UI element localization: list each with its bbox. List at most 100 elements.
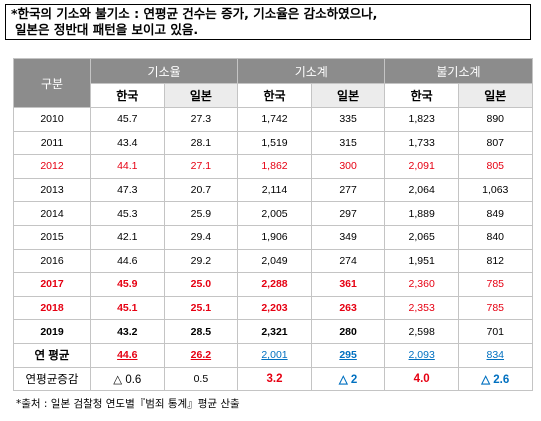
headline-line-1: *한국의 기소와 불기소 : 연평균 건수는 증가, 기소율은 감소하였으나, bbox=[11, 6, 378, 21]
data-cell: 0.5 bbox=[163, 366, 239, 392]
change-row: 연평균증감 △ 0.6 0.5 3.2 △ 2 4.0 △ 2.6 bbox=[13, 366, 533, 392]
data-cell: 785 bbox=[457, 295, 533, 321]
data-cell: 840 bbox=[457, 224, 533, 250]
country-header: 한국 bbox=[237, 83, 312, 108]
indictment-table: 구분 기소율 기소계 불기소계 한국 일본 한국 일본 한국 일본 2010 4… bbox=[13, 58, 533, 392]
data-cell: 890 bbox=[457, 107, 533, 132]
table-row: 2017 45.9 25.0 2,288 361 2,360 785 bbox=[13, 272, 533, 297]
data-cell: 45.1 bbox=[90, 295, 165, 321]
table-row: 2012 44.1 27.1 1,862 300 2,091 805 bbox=[13, 154, 533, 179]
corner-header: 구분 bbox=[13, 58, 91, 108]
data-cell: 701 bbox=[457, 319, 533, 344]
data-cell: 44.6 bbox=[90, 342, 165, 368]
data-cell: 1,889 bbox=[384, 201, 459, 226]
data-cell: 2,064 bbox=[384, 177, 459, 203]
group-header-rate: 기소율 bbox=[89, 58, 239, 84]
data-cell: 277 bbox=[310, 177, 386, 203]
data-cell: 45.7 bbox=[90, 107, 165, 132]
table-row: 2015 42.1 29.4 1,906 349 2,065 840 bbox=[13, 224, 533, 250]
data-cell: 849 bbox=[457, 201, 533, 226]
data-cell: 43.4 bbox=[90, 130, 165, 156]
data-cell: 47.3 bbox=[90, 177, 165, 203]
data-cell: 1,733 bbox=[384, 130, 459, 156]
country-header: 일본 bbox=[310, 83, 386, 108]
table-row: 2018 45.1 25.1 2,203 263 2,353 785 bbox=[13, 295, 533, 321]
year-cell: 2017 bbox=[13, 272, 91, 297]
average-label: 연 평균 bbox=[13, 342, 91, 368]
data-cell: 26.2 bbox=[163, 342, 239, 368]
data-cell: 1,823 bbox=[384, 107, 459, 132]
data-cell: 2,001 bbox=[237, 342, 312, 368]
year-cell: 2012 bbox=[13, 154, 91, 179]
data-cell: 2,065 bbox=[384, 224, 459, 250]
table-row: 2010 45.7 27.3 1,742 335 1,823 890 bbox=[13, 107, 533, 132]
data-cell: 43.2 bbox=[90, 319, 165, 344]
data-cell: 1,063 bbox=[457, 177, 533, 203]
data-cell: 45.9 bbox=[90, 272, 165, 297]
change-label: 연평균증감 bbox=[13, 366, 91, 392]
data-cell: 2,203 bbox=[237, 295, 312, 321]
country-header: 한국 bbox=[384, 83, 459, 108]
data-cell: 25.0 bbox=[163, 272, 239, 297]
data-cell: 28.1 bbox=[163, 130, 239, 156]
average-row: 연 평균 44.6 26.2 2,001 295 2,093 834 bbox=[13, 342, 533, 368]
data-cell: 274 bbox=[310, 248, 386, 274]
data-cell: 1,906 bbox=[237, 224, 312, 250]
data-cell: 263 bbox=[310, 295, 386, 321]
country-header: 한국 bbox=[90, 83, 165, 108]
data-cell: 297 bbox=[310, 201, 386, 226]
data-cell: △ 2.6 bbox=[457, 366, 533, 392]
data-cell: 1,951 bbox=[384, 248, 459, 274]
year-cell: 2019 bbox=[13, 319, 91, 344]
table-row: 2019 43.2 28.5 2,321 280 2,598 701 bbox=[13, 319, 533, 344]
table-row: 2014 45.3 25.9 2,005 297 1,889 849 bbox=[13, 201, 533, 226]
data-cell: 300 bbox=[310, 154, 386, 179]
data-cell: 315 bbox=[310, 130, 386, 156]
data-cell: 25.1 bbox=[163, 295, 239, 321]
data-cell: 349 bbox=[310, 224, 386, 250]
data-cell: 4.0 bbox=[384, 366, 459, 392]
headline-box: *한국의 기소와 불기소 : 연평균 건수는 증가, 기소율은 감소하였으나, … bbox=[5, 4, 531, 40]
data-cell: 785 bbox=[457, 272, 533, 297]
data-cell: 20.7 bbox=[163, 177, 239, 203]
data-cell: 44.6 bbox=[90, 248, 165, 274]
source-footnote: *출처 : 일본 검찰청 연도별『범죄 통계』평균 산출 bbox=[16, 398, 240, 410]
data-cell: 29.4 bbox=[163, 224, 239, 250]
country-header: 일본 bbox=[163, 83, 239, 108]
data-cell: 44.1 bbox=[90, 154, 165, 179]
data-cell: 3.2 bbox=[237, 366, 312, 392]
data-cell: 834 bbox=[457, 342, 533, 368]
country-header: 일본 bbox=[457, 83, 533, 108]
year-cell: 2018 bbox=[13, 295, 91, 321]
data-cell: 2,598 bbox=[384, 319, 459, 344]
data-cell: 28.5 bbox=[163, 319, 239, 344]
data-cell: 1,862 bbox=[237, 154, 312, 179]
group-header-not-indicted: 불기소계 bbox=[384, 58, 533, 84]
data-cell: 42.1 bbox=[90, 224, 165, 250]
data-cell: 2,049 bbox=[237, 248, 312, 274]
data-cell: 335 bbox=[310, 107, 386, 132]
data-cell: 2,114 bbox=[237, 177, 312, 203]
data-cell: 27.1 bbox=[163, 154, 239, 179]
data-cell: 280 bbox=[310, 319, 386, 344]
year-cell: 2016 bbox=[13, 248, 91, 274]
data-cell: 2,288 bbox=[237, 272, 312, 297]
table-row: 2011 43.4 28.1 1,519 315 1,733 807 bbox=[13, 130, 533, 156]
data-cell: 2,321 bbox=[237, 319, 312, 344]
data-cell: 361 bbox=[310, 272, 386, 297]
year-cell: 2014 bbox=[13, 201, 91, 226]
data-cell: 25.9 bbox=[163, 201, 239, 226]
data-cell: △ 2 bbox=[310, 366, 386, 392]
data-cell: 2,353 bbox=[384, 295, 459, 321]
headline-line-2: 일본은 정반대 패턴을 보이고 있음. bbox=[15, 22, 199, 37]
data-cell: 812 bbox=[457, 248, 533, 274]
data-cell: 2,091 bbox=[384, 154, 459, 179]
data-cell: 45.3 bbox=[90, 201, 165, 226]
year-cell: 2010 bbox=[13, 107, 91, 132]
year-cell: 2015 bbox=[13, 224, 91, 250]
data-cell: △ 0.6 bbox=[90, 366, 165, 392]
data-cell: 805 bbox=[457, 154, 533, 179]
data-cell: 27.3 bbox=[163, 107, 239, 132]
data-cell: 1,519 bbox=[237, 130, 312, 156]
data-cell: 2,360 bbox=[384, 272, 459, 297]
